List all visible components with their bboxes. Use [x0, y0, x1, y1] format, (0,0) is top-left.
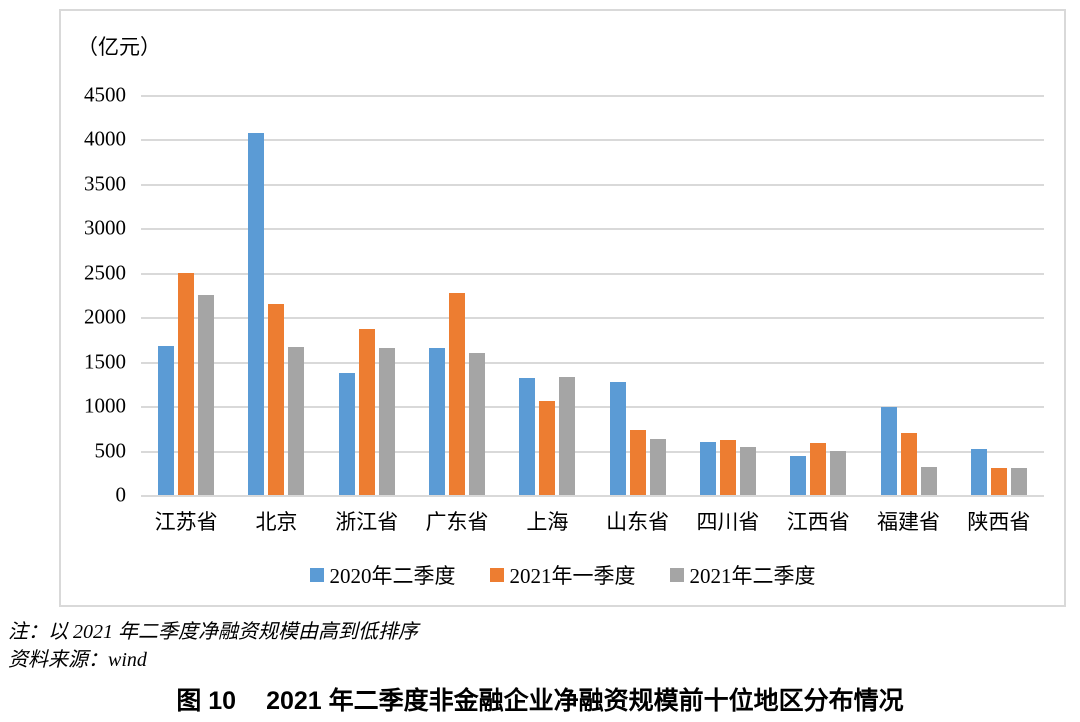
figure-number: 图 10 — [176, 687, 237, 715]
bar — [970, 448, 987, 495]
bar — [1010, 468, 1027, 495]
figure-caption: 图 10 2021 年二季度非金融企业净融资规模前十位地区分布情况 — [0, 681, 1080, 717]
gridline — [141, 228, 1044, 231]
y-axis-tick-label: 3500 — [84, 171, 126, 196]
legend: 2020年二季度 2021年一季度 2021年二季度 — [61, 560, 1064, 590]
bar-group: 福建省 — [863, 95, 953, 534]
x-axis-category-label: 江苏省 — [154, 510, 218, 534]
y-axis-tick-label: 0 — [115, 482, 127, 507]
y-axis-unit-label: （亿元） — [77, 35, 161, 59]
bar — [810, 442, 827, 495]
bar-group: 陕西省 — [954, 95, 1044, 534]
gridline — [141, 183, 1044, 186]
bar — [158, 345, 175, 495]
bar — [920, 466, 937, 495]
chart-container: （亿元） 0 500 1000 1500 2000 2500 3000 3500 4000 450… — [59, 9, 1066, 607]
bar — [649, 439, 666, 495]
x-axis-category-label: 广东省 — [425, 510, 489, 534]
figure-title: 2021 年二季度非金融企业净融资规模前十位地区分布情况 — [266, 687, 904, 715]
bar-group: 四川省 — [683, 95, 773, 534]
gridline — [141, 361, 1044, 364]
bar — [790, 455, 807, 495]
bar — [559, 376, 576, 495]
bar — [178, 272, 195, 495]
bar — [358, 328, 375, 495]
bar — [739, 447, 756, 495]
y-axis-tick-label: 1000 — [84, 393, 126, 418]
bar-group: 广东省 — [412, 95, 502, 534]
x-axis-category-label: 四川省 — [696, 510, 760, 534]
legend-label: 2020年二季度 — [329, 564, 456, 588]
bar — [248, 133, 265, 495]
legend-item: 2021年一季度 — [489, 560, 636, 590]
chart-note: 注：以 2021 年二季度净融资规模由高到低排序 — [8, 621, 418, 643]
bar-group: 山东省 — [593, 95, 683, 534]
bar — [469, 352, 486, 495]
y-axis-tick-label: 4000 — [84, 126, 126, 151]
bar — [830, 451, 847, 495]
gridline — [141, 95, 1044, 97]
y-axis-tick-label: 1500 — [84, 349, 126, 374]
y-axis-tick-label: 3000 — [84, 215, 126, 240]
gridline — [141, 272, 1044, 275]
bar — [519, 377, 536, 495]
x-axis-category-label: 山东省 — [606, 510, 670, 534]
gridline — [141, 139, 1044, 142]
legend-swatch — [669, 568, 684, 582]
bar — [429, 348, 446, 495]
bar — [900, 432, 917, 495]
bar-group: 上海 — [502, 95, 592, 534]
y-axis-tick-label: 500 — [94, 438, 127, 463]
bar — [198, 295, 215, 495]
chart-source: 资料来源：wind — [8, 649, 147, 671]
x-axis-category-label: 福建省 — [877, 510, 941, 534]
bar — [880, 407, 897, 495]
y-axis-tick-label: 2500 — [84, 260, 126, 285]
bar-group: 浙江省 — [322, 95, 412, 534]
bar — [449, 293, 466, 495]
y-axis-tick-label: 4500 — [84, 82, 126, 107]
bar — [539, 400, 556, 495]
bar — [609, 382, 626, 495]
gridline — [141, 450, 1044, 453]
bar — [990, 468, 1007, 495]
legend-label: 2021年二季度 — [689, 564, 816, 588]
legend-label: 2021年一季度 — [509, 564, 636, 588]
bar — [288, 347, 305, 495]
x-axis-category-label: 江西省 — [786, 510, 850, 534]
legend-swatch — [489, 568, 504, 582]
bar — [378, 348, 395, 495]
legend-item: 2021年二季度 — [669, 560, 816, 590]
bar-group: 江西省 — [773, 95, 863, 534]
x-axis-category-label: 北京 — [255, 510, 298, 534]
y-axis-tick-label: 2000 — [84, 304, 126, 329]
bar — [719, 439, 736, 495]
x-axis-category-label: 上海 — [526, 510, 569, 534]
bar-group: 江苏省 — [141, 95, 231, 534]
bar — [268, 303, 285, 495]
x-axis-category-label: 浙江省 — [335, 510, 399, 534]
plot-area: 0 500 1000 1500 2000 2500 3000 3500 4000 4500 江苏省 北… — [84, 83, 1044, 534]
bar — [338, 373, 355, 495]
bar — [699, 441, 716, 495]
bar-group: 北京 — [231, 95, 321, 534]
legend-item: 2020年二季度 — [309, 560, 456, 590]
bar — [629, 430, 646, 495]
gridline — [141, 406, 1044, 409]
gridline — [141, 495, 1044, 497]
gridline — [141, 317, 1044, 320]
x-axis-category-label: 陕西省 — [967, 510, 1031, 534]
legend-swatch — [309, 568, 324, 582]
